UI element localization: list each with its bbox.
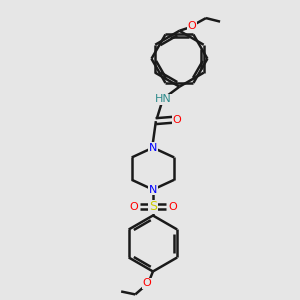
Text: O: O <box>129 202 138 212</box>
Text: O: O <box>143 278 152 288</box>
Text: O: O <box>173 115 182 125</box>
Text: O: O <box>168 202 177 212</box>
Text: N: N <box>149 184 157 195</box>
Text: HN: HN <box>155 94 172 104</box>
Text: O: O <box>188 21 196 31</box>
Text: N: N <box>149 142 157 153</box>
Text: S: S <box>149 200 157 213</box>
